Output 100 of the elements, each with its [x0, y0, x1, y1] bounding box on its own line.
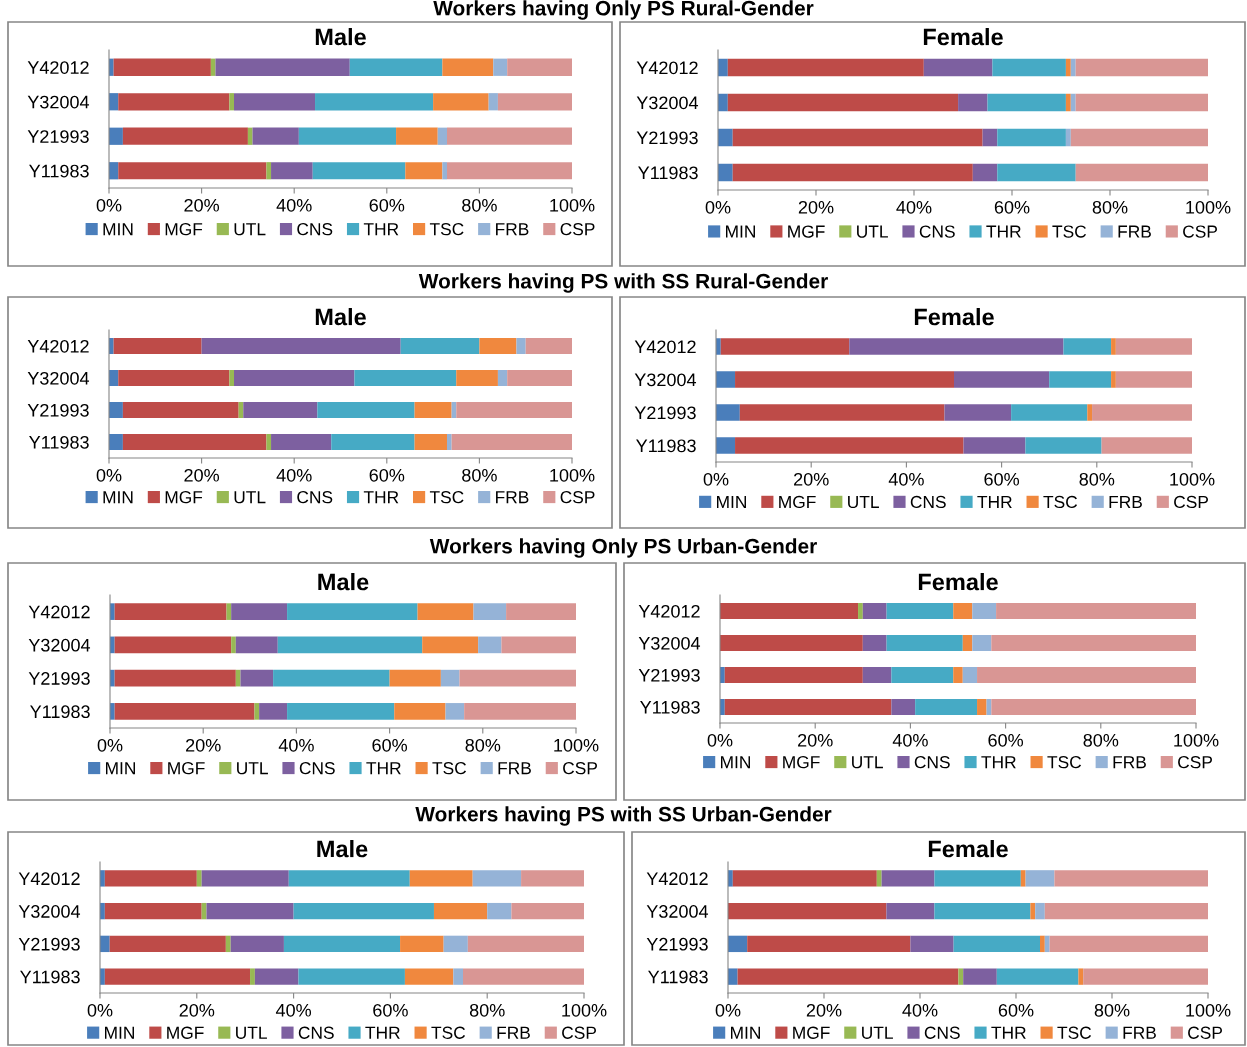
bar — [104, 902, 202, 920]
bar — [996, 603, 1196, 619]
bar — [1115, 371, 1192, 388]
bar — [716, 437, 736, 454]
bar — [414, 434, 447, 450]
bar — [446, 127, 572, 145]
x-tick-label: 20% — [184, 468, 220, 482]
bar — [109, 127, 123, 145]
bar — [405, 162, 443, 180]
legend-label: THR — [363, 491, 399, 504]
bar — [1070, 93, 1076, 112]
bar — [997, 163, 1076, 182]
bar — [501, 636, 576, 654]
legend-label: FRB — [496, 223, 529, 236]
legend-label: CNS — [298, 1026, 334, 1039]
bar — [464, 703, 576, 720]
legend-label: FRB — [1113, 756, 1146, 769]
bar — [992, 58, 1066, 77]
bar — [1070, 58, 1076, 77]
chart-title: Male — [317, 839, 368, 858]
legend-label: CSP — [1188, 1026, 1222, 1039]
x-tick-label: 80% — [1094, 1003, 1130, 1017]
legend-label: MGF — [165, 491, 203, 504]
legend-label: THR — [366, 762, 401, 775]
bar — [862, 635, 887, 651]
x-tick-label: 20% — [806, 1003, 842, 1017]
bar — [953, 667, 963, 683]
x-tick-label: 0% — [705, 200, 731, 214]
bar — [196, 870, 202, 887]
bar — [254, 968, 299, 985]
bar — [114, 636, 232, 654]
x-tick-label: 0% — [96, 198, 122, 212]
x-tick-label: 60% — [369, 468, 405, 482]
legend-label: TSC — [1057, 1026, 1092, 1039]
bar — [118, 93, 230, 111]
bar — [962, 635, 973, 651]
bar — [858, 603, 863, 619]
legend-label: CNS — [910, 495, 946, 509]
bar — [507, 370, 572, 386]
text: MIN — [731, 1026, 760, 1039]
bar — [732, 870, 877, 887]
legend-label: FRB — [1123, 1026, 1156, 1039]
x-tick-label: 20% — [794, 472, 829, 486]
legend-label: UTL — [848, 495, 879, 509]
bar — [953, 935, 1040, 953]
bar — [463, 968, 584, 985]
bar — [459, 669, 576, 687]
bar — [886, 635, 963, 651]
bar — [437, 127, 447, 145]
bar — [525, 338, 572, 354]
bar — [433, 93, 489, 111]
x-tick-label: 40% — [902, 1003, 938, 1017]
bar — [298, 127, 397, 145]
chart-subtitle: Workers having PS with SS Urban-Gender — [415, 806, 832, 826]
bar — [521, 870, 584, 887]
bar — [230, 935, 284, 953]
bar — [456, 370, 498, 386]
chart-title: Female — [928, 839, 1008, 858]
legend-label: MGF — [783, 756, 820, 769]
bar — [109, 935, 226, 953]
bar — [497, 370, 508, 386]
bar — [954, 371, 1050, 388]
bar — [1040, 935, 1045, 953]
legend-label: MIN — [721, 756, 750, 769]
legend-label: TSC — [1052, 225, 1087, 238]
x-tick-label: 20% — [798, 200, 834, 214]
x-tick-label: 80% — [1092, 200, 1128, 214]
bar — [118, 162, 267, 180]
bar — [298, 968, 405, 985]
bar — [1115, 338, 1192, 355]
bar — [254, 703, 260, 720]
bar — [982, 128, 998, 147]
x-tick-label: 100% — [550, 198, 595, 212]
y-tick-label: Y32004 — [646, 905, 709, 918]
legend-label: MIN — [717, 495, 746, 508]
legend-label: CNS — [924, 1026, 960, 1039]
x-tick-label: 100% — [1186, 1003, 1231, 1017]
legend-label: THR — [991, 1026, 1026, 1039]
bar — [252, 127, 299, 145]
y-tick-label: Y42012 — [634, 340, 696, 354]
bar — [409, 870, 473, 887]
bar — [732, 163, 973, 182]
y-tick-label: Y11983 — [638, 166, 698, 180]
bar — [433, 902, 488, 920]
y-tick-label: Y42012 — [28, 605, 90, 619]
chart-title: Male — [318, 572, 369, 591]
bar — [479, 338, 517, 354]
bar — [118, 370, 230, 386]
x-tick-label: 40% — [892, 733, 928, 747]
bar — [934, 870, 1021, 887]
bar — [958, 93, 988, 112]
bar — [113, 338, 202, 354]
legend-label: CSP — [1183, 225, 1217, 238]
bar — [1020, 870, 1026, 887]
bar — [963, 968, 997, 985]
bar — [891, 699, 916, 715]
bar — [287, 703, 395, 720]
bar — [1063, 338, 1112, 355]
bar — [506, 603, 576, 620]
bar — [488, 93, 498, 111]
